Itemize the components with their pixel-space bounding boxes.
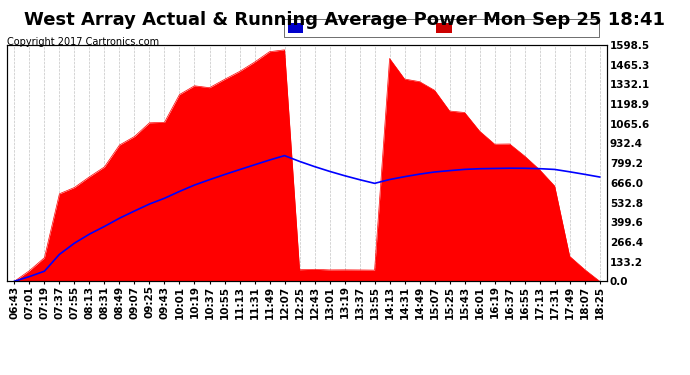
Text: West Array Actual & Running Average Power Mon Sep 25 18:41: West Array Actual & Running Average Powe… (25, 11, 665, 29)
Text: Copyright 2017 Cartronics.com: Copyright 2017 Cartronics.com (7, 37, 159, 47)
Legend: Average  (DC Watts), West Array  (DC Watts): Average (DC Watts), West Array (DC Watts… (284, 20, 599, 37)
